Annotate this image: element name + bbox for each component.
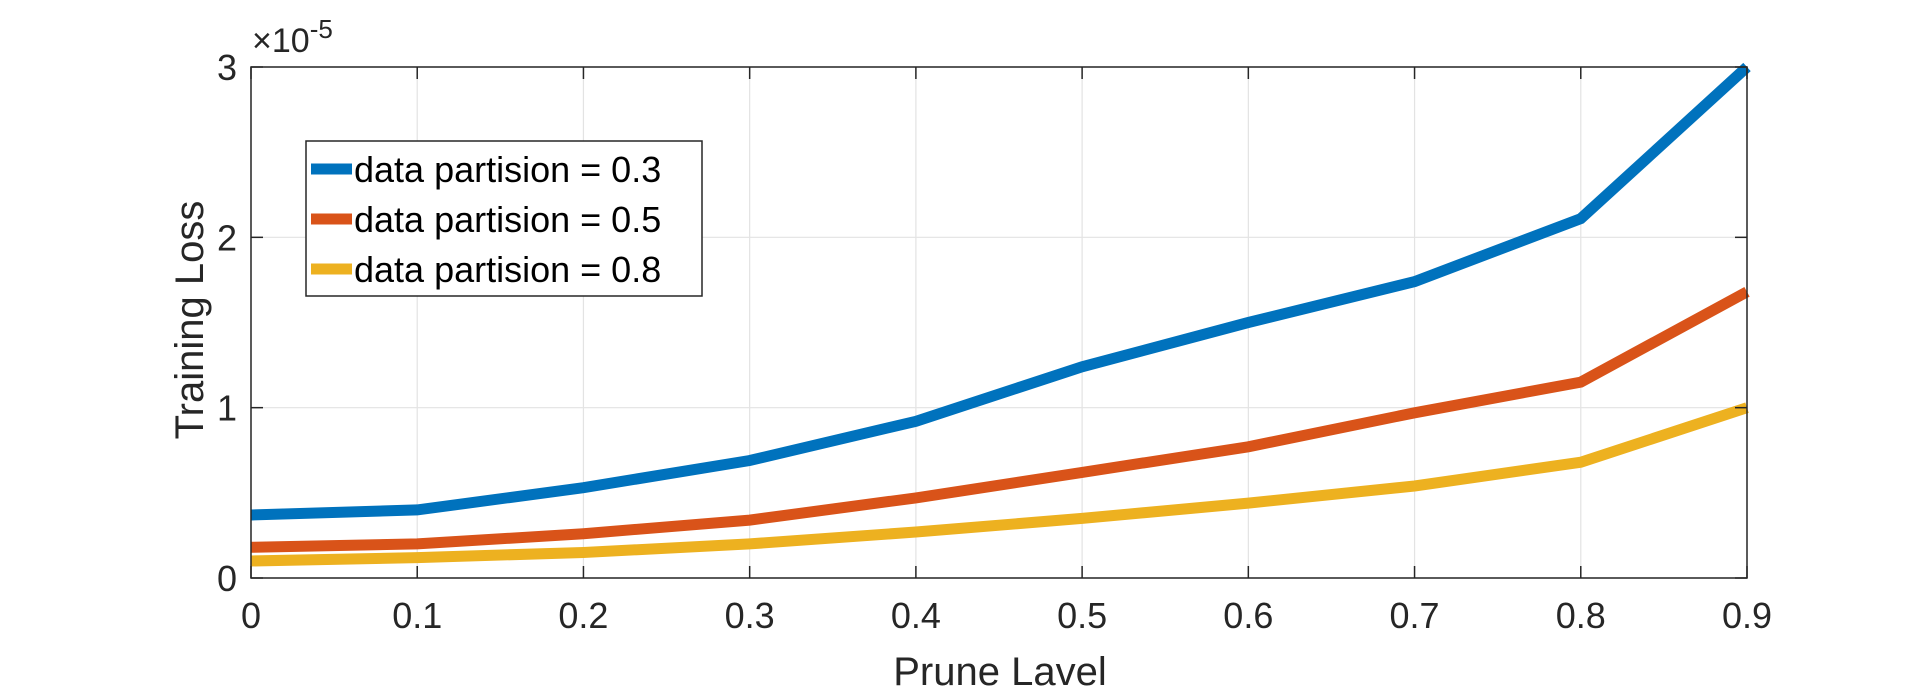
x-tick-label: 0 (241, 595, 261, 636)
x-tick-label: 0.5 (1057, 595, 1107, 636)
x-tick-label: 0.4 (891, 595, 941, 636)
y-tick-label: 3 (217, 47, 237, 88)
x-tick-label: 0.7 (1390, 595, 1440, 636)
series-lines (250, 62, 1751, 567)
series-line-2 (250, 286, 1750, 553)
legend-label-2: data partision = 0.5 (354, 199, 661, 240)
x-tick-label: 0.8 (1556, 595, 1606, 636)
x-tick-label: 0.2 (558, 595, 608, 636)
x-axis-label: Prune Lavel (893, 650, 1106, 694)
x-tick-labels: 0 0.1 0.2 0.3 0.4 0.5 0.6 0.7 0.8 0.9 (241, 595, 1772, 636)
plot-area-frame (250, 66, 1748, 579)
series-line-1 (250, 62, 1751, 521)
axis-ticks (250, 66, 1748, 579)
x-tick-label: 0.3 (725, 595, 775, 636)
y-tick-label: 1 (217, 388, 237, 429)
y-axis-label: Training Loss (168, 201, 212, 440)
legend-box (305, 140, 703, 297)
legend-label-3: data partision = 0.8 (354, 249, 661, 290)
x-tick-label: 0.1 (392, 595, 442, 636)
y-axis-multiplier: ×10-5 (252, 14, 333, 60)
y-tick-labels: 0 1 2 3 (217, 47, 237, 599)
x-tick-label: 0.9 (1722, 595, 1772, 636)
y-tick-label: 0 (217, 558, 237, 599)
legend: data partision = 0.3 data partision = 0.5… (305, 140, 703, 297)
y-tick-label: 2 (217, 217, 237, 258)
series-line-3 (250, 402, 1749, 567)
legend-label-1: data partision = 0.3 (354, 149, 661, 190)
x-tick-label: 0.6 (1223, 595, 1273, 636)
